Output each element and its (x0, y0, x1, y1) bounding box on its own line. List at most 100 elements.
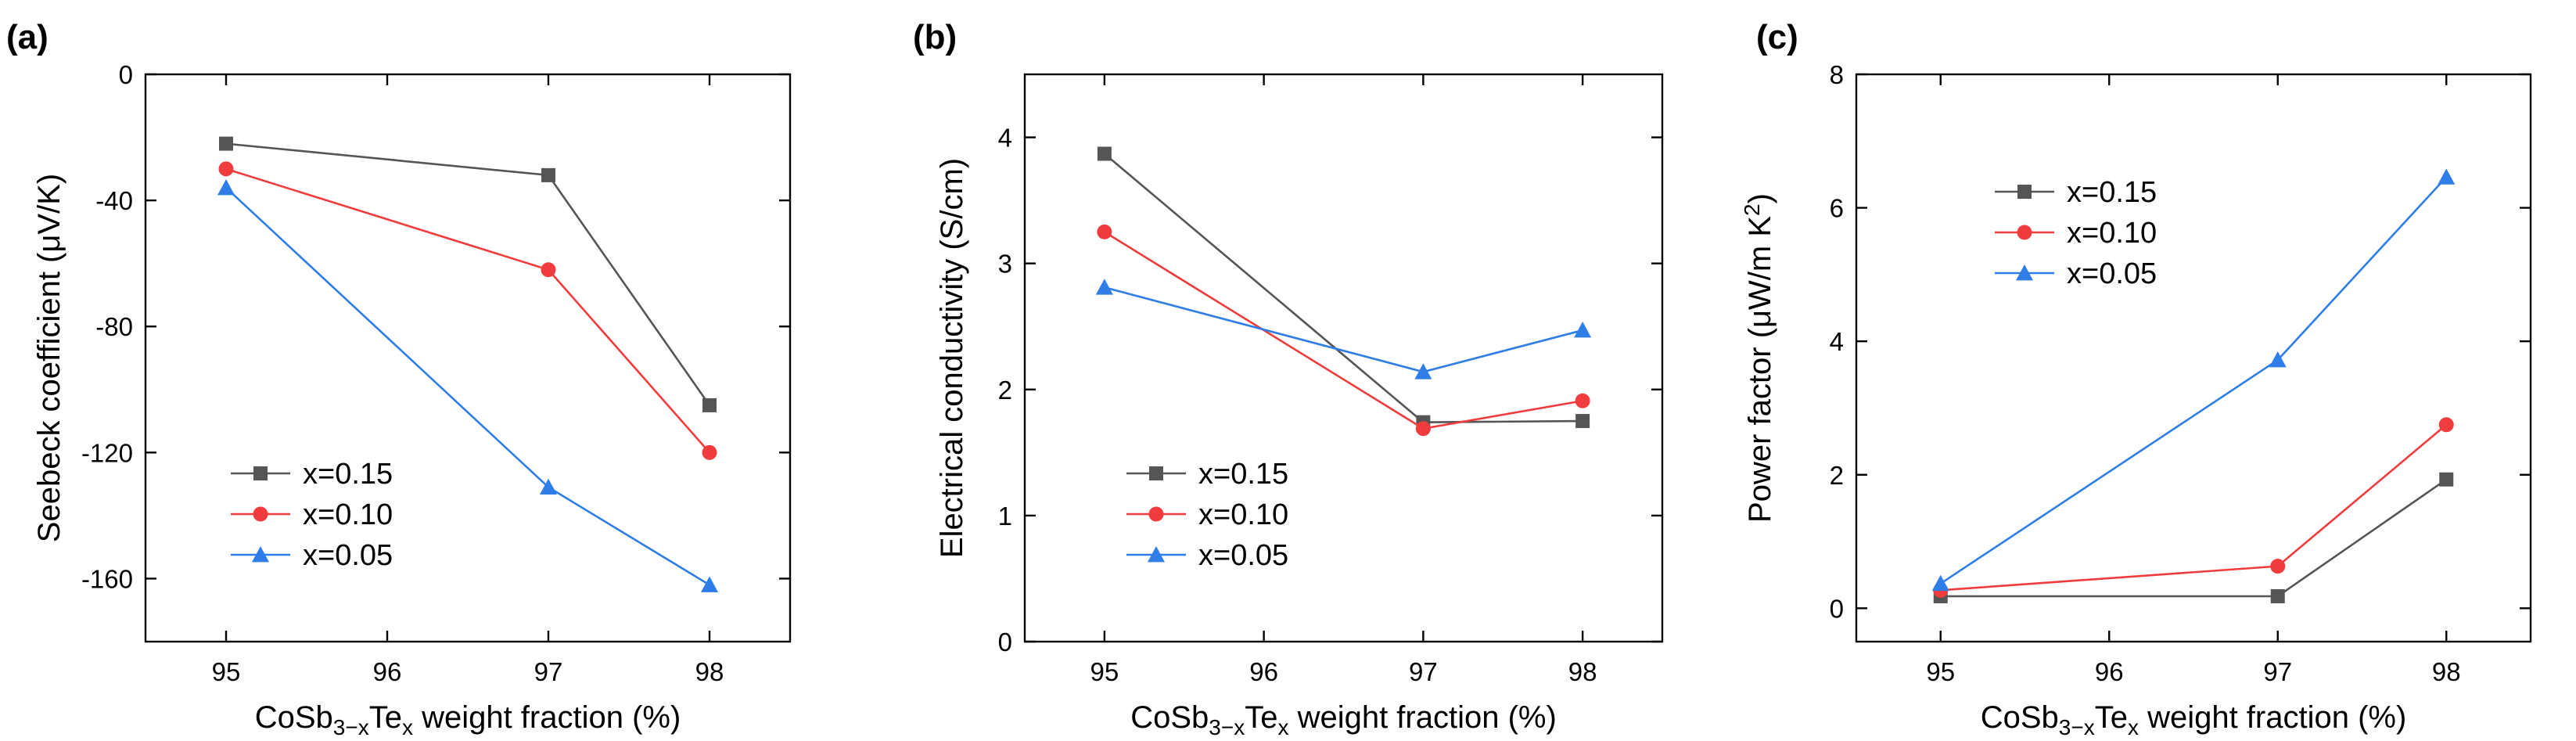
legend-label: x=0.15 (2067, 176, 2157, 209)
legend-label: x=0.15 (1198, 458, 1288, 491)
series-x=0.15 (1933, 472, 2454, 603)
panel-label: (b) (913, 18, 957, 56)
series-line (225, 167, 710, 454)
y-tick-label: -120 (81, 438, 133, 467)
data-point (1574, 322, 1592, 338)
x-tick-label: 96 (1249, 657, 1278, 686)
data-point (1414, 363, 1432, 379)
x-axis-title-sub: 3−x (1209, 715, 1245, 739)
y-tick-label: 8 (1830, 60, 1844, 89)
x-axis-title-mid: Te (2095, 700, 2128, 735)
series-line (225, 142, 711, 406)
data-point (540, 478, 557, 495)
y-tick-label: 4 (1830, 327, 1844, 356)
data-point (1931, 574, 1949, 592)
legend-marker (252, 546, 269, 563)
data-point (541, 167, 555, 182)
x-axis-title: CoSb3−xTex weight fraction (%) (255, 700, 681, 739)
x-axis-title-tail: weight fraction (%) (2139, 700, 2406, 735)
x-axis-title-sub: x (2128, 715, 2139, 739)
legend-label: x=0.15 (303, 458, 393, 491)
x-axis-title: CoSb3−xTex weight fraction (%) (1130, 700, 1557, 739)
series-x=0.10 (218, 161, 717, 460)
y-axis-title-text: Seebeck coefficient (μV/K) (32, 174, 66, 542)
legend-label: x=0.05 (303, 539, 393, 572)
x-axis-title-mid: Te (1245, 700, 1277, 735)
x-tick-label: 98 (695, 657, 724, 686)
series-x=0.15 (1097, 146, 1590, 430)
data-point (2269, 351, 2287, 368)
x-tick-label: 95 (212, 657, 241, 686)
series-line (1104, 286, 1583, 373)
data-point (1575, 414, 1590, 429)
data-point (217, 179, 235, 196)
y-tick-label: 0 (119, 60, 133, 89)
x-axis-title-sub: 3−x (2059, 715, 2095, 739)
x-tick-label: 95 (1926, 657, 1955, 686)
y-tick-label: -40 (95, 186, 133, 215)
series-line (1940, 176, 2448, 585)
x-axis-title-sub: x (1277, 715, 1288, 739)
y-tick-label: 2 (998, 376, 1012, 405)
data-point (1097, 224, 1112, 239)
series-x=0.05 (217, 179, 718, 592)
x-tick-label: 98 (2432, 657, 2461, 686)
x-tick-label: 97 (1409, 657, 1438, 686)
y-tick-label: 2 (1830, 461, 1844, 490)
chart-panel-c: (c) 95 96 97 98 0 2 4 6 8 CoSb3−xTex weight fracti… (1740, 18, 2532, 739)
panel-label: (a) (6, 18, 49, 56)
legend-marker (253, 466, 268, 480)
y-axis-title-text: Power factor (μW/m K (1743, 216, 1777, 523)
data-point (2270, 589, 2285, 603)
data-point (219, 136, 233, 151)
x-tick-label: 96 (373, 657, 402, 686)
x-axis-title: CoSb3−xTex weight fraction (%) (1981, 700, 2407, 739)
legend-marker (1148, 546, 1165, 563)
legend-label: x=0.10 (1198, 498, 1288, 531)
x-axis-title-base: CoSb (255, 700, 333, 735)
series-line (225, 187, 710, 586)
y-tick-label: 4 (998, 124, 1012, 153)
y-axis-title: Seebeck coefficient (μV/K) (32, 174, 66, 542)
data-point (1095, 279, 1113, 295)
y-axis-title: Electrical conductivity (S/cm) (935, 158, 969, 558)
legend-label: x=0.10 (303, 498, 393, 531)
x-axis-title-sub: 3−x (333, 715, 369, 739)
legend-marker (1149, 466, 1163, 480)
chart-panel-b: (b) 95 96 97 98 0 1 2 3 4 CoSb3−xTex weight fracti… (913, 18, 1664, 739)
plot-frame (144, 73, 792, 643)
legend-marker (253, 506, 268, 522)
legend: x=0.15 x=0.10 x=0.05 (1126, 458, 1288, 572)
data-point (2438, 168, 2456, 185)
series-line (1104, 153, 1583, 423)
x-tick-label: 98 (1568, 657, 1597, 686)
x-axis-title-tail: weight fraction (%) (413, 700, 681, 735)
legend-label: x=0.10 (2067, 217, 2157, 250)
y-axis-title-sup: 2 (1740, 203, 1764, 216)
legend-label: x=0.05 (2067, 257, 2157, 290)
series-line (1104, 231, 1583, 430)
data-point (541, 262, 556, 278)
legend-label: x=0.05 (1198, 539, 1288, 572)
x-axis-title-mid: Te (369, 700, 402, 735)
data-point (701, 576, 718, 592)
y-tick-label: 6 (1830, 194, 1844, 223)
legend: x=0.15 x=0.10 x=0.05 (231, 458, 393, 572)
y-axis-title: Power factor (μW/m K2) (1740, 193, 1777, 523)
y-axis-title-text: Electrical conductivity (S/cm) (935, 158, 969, 558)
legend-marker (2017, 225, 2032, 240)
legend-marker (1148, 506, 1164, 522)
y-tick-label: 3 (998, 250, 1012, 279)
data-point (1575, 393, 1590, 408)
legend-marker (2016, 264, 2033, 281)
data-point (2439, 472, 2454, 487)
y-tick-label: -160 (81, 564, 133, 593)
x-tick-label: 97 (534, 657, 563, 686)
x-tick-label: 95 (1090, 657, 1119, 686)
x-axis-title-base: CoSb (1130, 700, 1209, 735)
series-x=0.10 (1097, 224, 1590, 437)
legend: x=0.15 x=0.10 x=0.05 (1995, 176, 2157, 290)
panel-label: (c) (1756, 18, 1798, 56)
data-point (218, 161, 234, 177)
